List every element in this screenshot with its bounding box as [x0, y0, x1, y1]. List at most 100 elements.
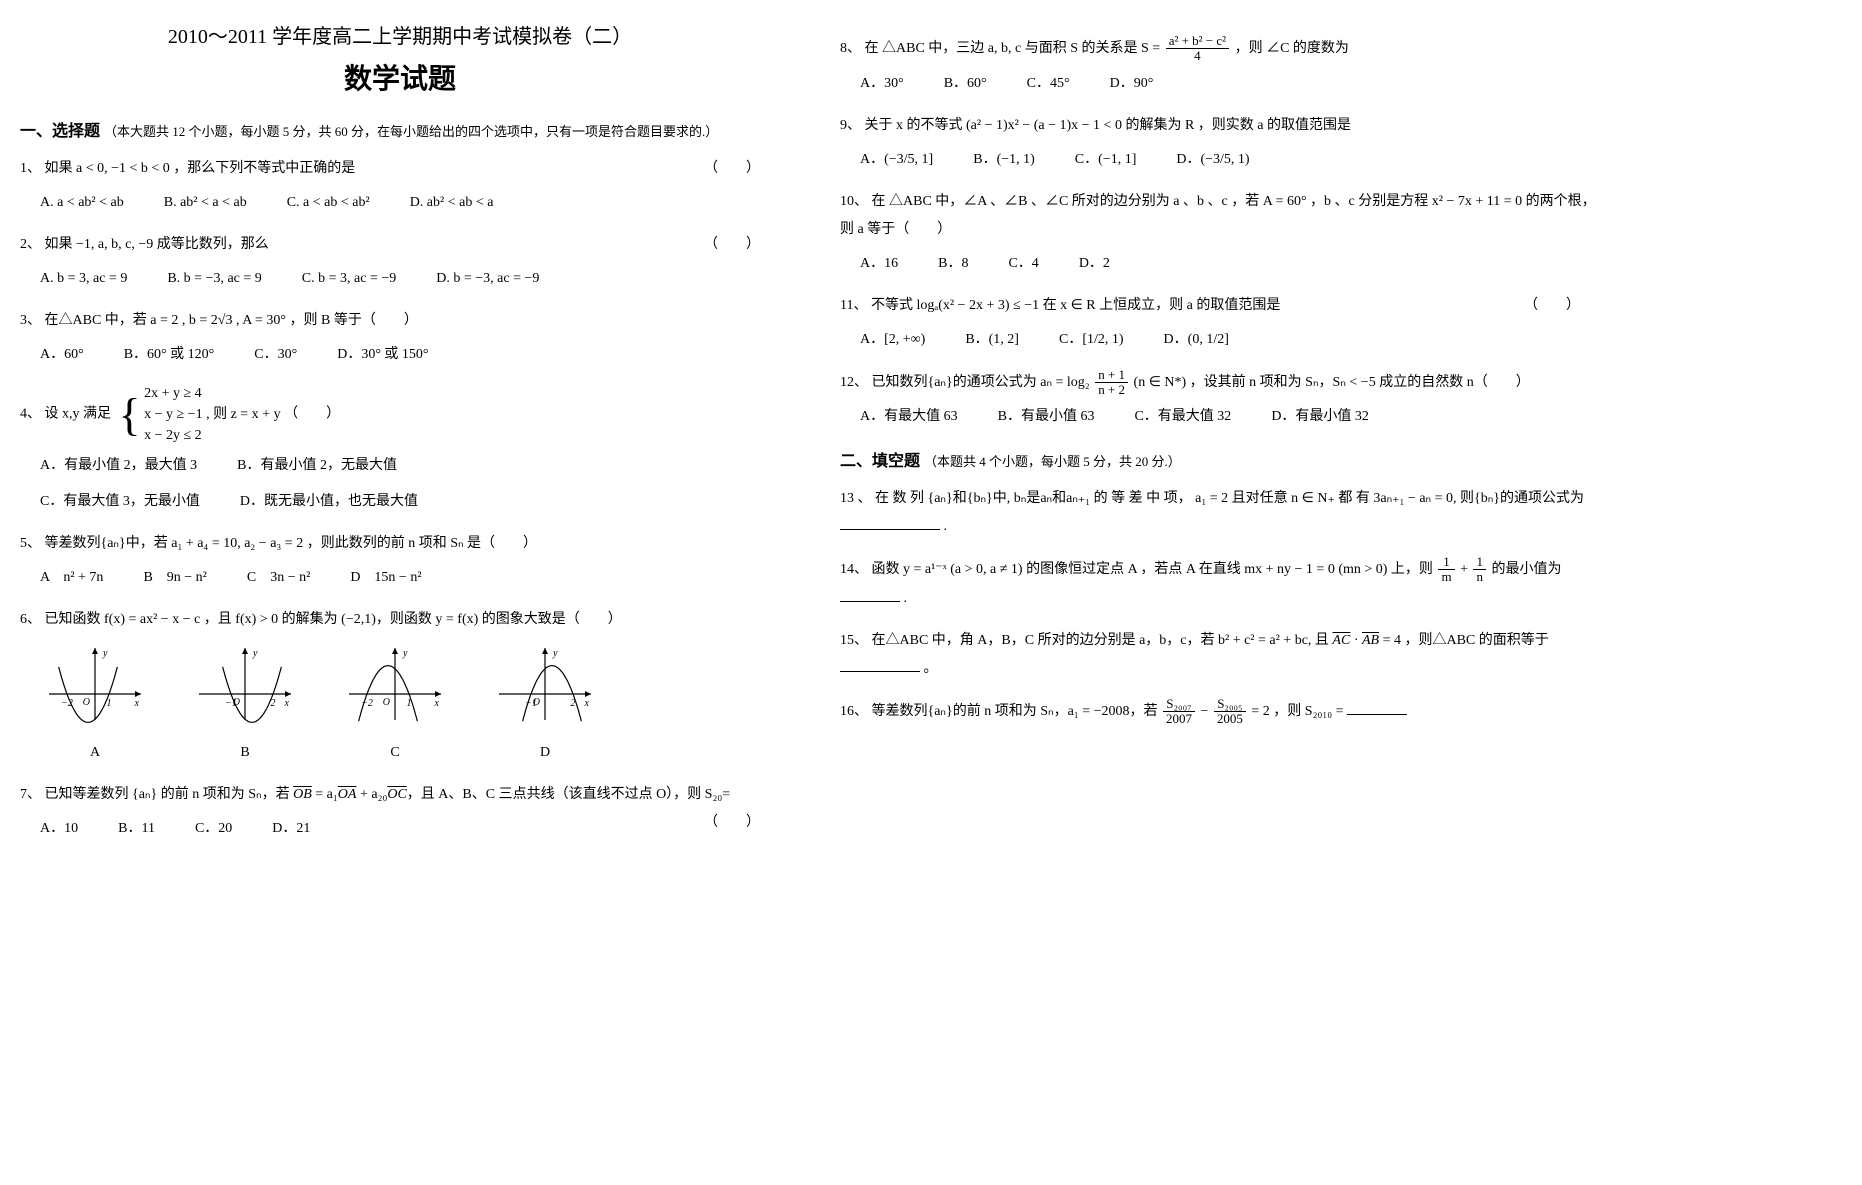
q1-text: 如果 a < 0, −1 < b < 0 ，那么下列不等式中正确的是: [45, 161, 356, 176]
q9-num: 9、: [840, 118, 861, 133]
q15-blank: [840, 657, 920, 672]
question-14: 14、 函数 y = a¹⁻ˣ (a > 0, a ≠ 1) 的图像恒过定点 A…: [840, 555, 1600, 613]
q4-paren: （ ）: [284, 407, 340, 422]
q16-f2n: S₂₀₀₅: [1214, 697, 1246, 712]
vec-ac: AC: [1332, 633, 1350, 648]
q2-num: 2、: [20, 237, 41, 252]
q2-opt-b: B. b = −3, ac = 9: [167, 265, 261, 293]
q16-blank: [1347, 700, 1407, 715]
parabola-icon: yxO−12: [195, 644, 295, 724]
q14-f2d: n: [1473, 570, 1486, 584]
question-11: 11、 不等式 logₐ(x² − 2x + 3) ≤ −1 在 x ∈ R 上…: [840, 292, 1600, 354]
question-6: 6、 已知函数 f(x) = ax² − x − c ，且 f(x) > 0 的…: [20, 606, 780, 767]
graph-b: yxO−12B: [190, 644, 300, 767]
q9-options: A．(−3/5, 1] B．(−1, 1) C．(−1, 1] D．(−3/5,…: [860, 146, 1600, 174]
q9-opt-a: A．(−3/5, 1]: [860, 146, 933, 174]
svg-text:x: x: [134, 698, 140, 709]
svg-text:1: 1: [107, 698, 112, 709]
q8-options: A．30° B．60° C．45° D．90°: [860, 70, 1600, 98]
q12-text-b: (n ∈ N*) ，设其前 n 项和为 Sₙ，Sₙ < −5 成立的自然数 n（…: [1134, 375, 1530, 390]
q10-options: A．16 B．8 C．4 D．2: [860, 250, 1600, 278]
q3-options: A．60° B．60° 或 120° C．30° D．30° 或 150°: [40, 341, 780, 369]
q12-frac-num: n + 1: [1095, 368, 1128, 383]
q14-end: .: [904, 591, 908, 606]
q5-text: 等差数列{aₙ}中，若 a₁ + a₄ = 10, a₂ − a₃ = 2 ，则…: [45, 536, 538, 551]
section1-note: （本大题共 12 个小题，每小题 5 分，共 60 分，在每小题给出的四个选项中…: [104, 124, 718, 139]
question-8: 8、 在 △ABC 中，三边 a, b, c 与面积 S 的关系是 S = a²…: [840, 34, 1600, 98]
parabola-icon: yxO−12: [495, 644, 595, 724]
title-sub: 数学试题: [20, 57, 780, 97]
q2-options: A. b = 3, ac = 9 B. b = −3, ac = 9 C. b …: [40, 265, 780, 293]
q11-options: A．[2, +∞) B．(1, 2] C．[1/2, 1) D．(0, 1/2]: [860, 326, 1600, 354]
svg-text:−2: −2: [61, 698, 73, 709]
graph-d: yxO−12D: [490, 644, 600, 767]
svg-text:y: y: [252, 648, 258, 659]
q13-end: .: [944, 519, 948, 534]
question-12: 12、 已知数列{aₙ}的通项公式为 aₙ = log₂ n + 1 n + 2…: [840, 368, 1600, 432]
q5-opt-d: D 15n − n²: [350, 564, 421, 592]
q1-opt-b: B. ab² < a < ab: [164, 189, 247, 217]
question-13: 13 、 在 数 列 {aₙ}和{bₙ}中, bₙ是aₙ和aₙ₊₁ 的 等 差 …: [840, 485, 1600, 541]
question-15: 15、 在△ABC 中，角 A，B，C 所对的边分别是 a，b，c，若 b² +…: [840, 627, 1600, 683]
right-column: 8、 在 △ABC 中，三边 a, b, c 与面积 S 的关系是 S = a²…: [840, 20, 1600, 857]
q12-opt-c: C．有最大值 32: [1134, 403, 1231, 431]
section1-header-text: 一、选择题: [20, 123, 100, 140]
q7-num: 7、: [20, 787, 41, 802]
q14-frac1: 1 m: [1438, 555, 1454, 585]
q8-num: 8、: [840, 41, 861, 56]
question-2: 2、 如果 −1, a, b, c, −9 成等比数列，那么 （ ） A. b …: [20, 231, 780, 293]
q14-text-a: 函数 y = a¹⁻ˣ (a > 0, a ≠ 1) 的图像恒过定点 A ，若点…: [872, 562, 1437, 577]
left-column: 2010～2011 学年度高二上学期期中考试模拟卷（二） 数学试题 一、选择题 …: [20, 20, 780, 857]
q11-opt-a: A．[2, +∞): [860, 326, 925, 354]
q14-plus: +: [1460, 562, 1471, 577]
parabola-icon: yxO−21: [345, 644, 445, 724]
parabola-icon: yxO−21: [45, 644, 145, 724]
question-10: 10、 在 △ABC 中，∠A 、∠B 、∠C 所对的边分别为 a 、b 、c …: [840, 188, 1600, 278]
title-main: 2010～2011 学年度高二上学期期中考试模拟卷（二）: [20, 20, 780, 49]
question-3: 3、 在△ABC 中，若 a = 2 , b = 2√3 , A = 30° ，…: [20, 307, 780, 369]
q14-f1n: 1: [1438, 555, 1454, 570]
q8-opt-a: A．30°: [860, 70, 904, 98]
q11-opt-d: D．(0, 1/2]: [1164, 326, 1229, 354]
q16-f2d: 2005: [1214, 712, 1246, 726]
graph-a: yxO−21A: [40, 644, 150, 767]
q5-opt-c: C 3n − n²: [247, 564, 310, 592]
q3-text: 在△ABC 中，若 a = 2 , b = 2√3 , A = 30° ，则 B…: [45, 313, 418, 328]
q3-opt-c: C．30°: [254, 341, 297, 369]
q13-blank: [840, 515, 940, 530]
q7-opt-c: C．20: [195, 815, 232, 843]
svg-text:x: x: [434, 698, 440, 709]
q5-options: A n² + 7n B 9n − n² C 3n − n² D 15n − n²: [40, 564, 780, 592]
q3-opt-a: A．60°: [40, 341, 84, 369]
q14-f2n: 1: [1473, 555, 1486, 570]
q1-opt-d: D. ab² < ab < a: [410, 189, 494, 217]
q6-num: 6、: [20, 612, 41, 627]
q9-opt-d: D．(−3/5, 1): [1176, 146, 1249, 174]
q10-opt-b: B．8: [938, 250, 968, 278]
graph-label-c: C: [340, 739, 450, 767]
section1-header: 一、选择题 （本大题共 12 个小题，每小题 5 分，共 60 分，在每小题给出…: [20, 117, 780, 141]
q9-opt-b: B．(−1, 1): [973, 146, 1035, 174]
q7-opt-d: D．21: [272, 815, 310, 843]
q14-text-b: 的最小值为: [1491, 562, 1561, 577]
svg-text:y: y: [402, 648, 408, 659]
q10-text: 在 △ABC 中，∠A 、∠B 、∠C 所对的边分别为 a 、b 、c ，若 A…: [840, 194, 1596, 237]
svg-text:y: y: [102, 648, 108, 659]
q7-paren: （ ）: [704, 809, 760, 837]
svg-text:2: 2: [571, 698, 576, 709]
q16-frac2: S₂₀₀₅ 2005: [1214, 697, 1246, 727]
q13-num: 13 、: [840, 491, 872, 506]
svg-text:−1: −1: [525, 698, 537, 709]
svg-text:−2: −2: [361, 698, 373, 709]
q16-f1n: S₂₀₀₇: [1163, 697, 1195, 712]
vec-ob: OB: [293, 787, 312, 802]
page-container: 2010～2011 学年度高二上学期期中考试模拟卷（二） 数学试题 一、选择题 …: [20, 20, 1842, 857]
q1-options: A. a < ab² < ab B. ab² < a < ab C. a < a…: [40, 189, 780, 217]
q4-opt-c: C．有最大值 3，无最小值: [40, 488, 200, 516]
q12-frac: n + 1 n + 2: [1095, 368, 1128, 398]
section2-note: （本题共 4 个小题，每小题 5 分，共 20 分.）: [924, 454, 1181, 469]
graph-label-a: A: [40, 739, 150, 767]
q14-num: 14、: [840, 562, 868, 577]
question-16: 16、 等差数列{aₙ}的前 n 项和为 Sₙ，a₁ = −2008，若 S₂₀…: [840, 697, 1600, 727]
q11-paren: （ ）: [1524, 292, 1580, 320]
